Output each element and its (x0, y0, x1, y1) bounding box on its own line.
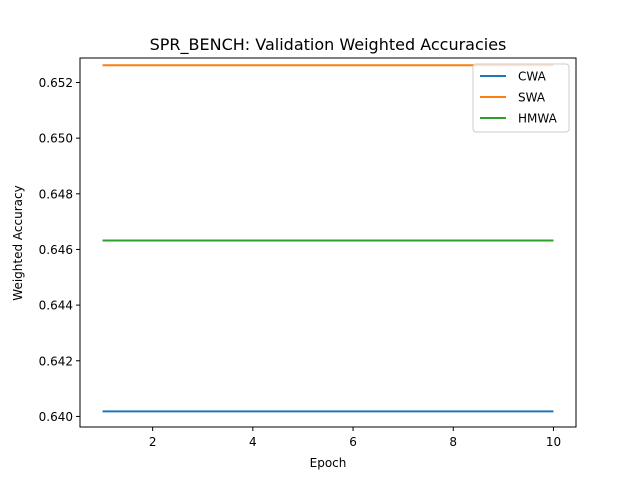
y-tick-label: 0.648 (39, 187, 73, 201)
legend-label-swa: SWA (518, 91, 546, 105)
legend-label-hmwa: HMWA (518, 112, 558, 126)
plot-area: 2 4 6 8 10 0.640 0.642 0.644 0.646 0.648 0.650 0.65… (39, 57, 577, 449)
x-tick-label: 4 (249, 435, 257, 449)
y-tick-label: 0.640 (39, 410, 73, 424)
legend-label-cwa: CWA (518, 70, 547, 84)
y-tick-label: 0.642 (39, 354, 73, 368)
y-tick-label: 0.650 (39, 132, 73, 146)
y-tick-label: 0.646 (39, 243, 73, 257)
y-tick-label: 0.644 (39, 299, 73, 313)
y-tick-label: 0.652 (39, 76, 73, 90)
x-tick-label: 8 (449, 435, 457, 449)
x-tick-label: 10 (546, 435, 561, 449)
legend (472, 63, 570, 133)
x-axis-label: Epoch (310, 456, 347, 470)
y-axis-label: Weighted Accuracy (11, 185, 25, 300)
x-tick-label: 6 (349, 435, 357, 449)
x-tick-label: 2 (149, 435, 157, 449)
chart-title: SPR_BENCH: Validation Weighted Accuracie… (150, 35, 507, 55)
axes-frame (79, 57, 577, 428)
